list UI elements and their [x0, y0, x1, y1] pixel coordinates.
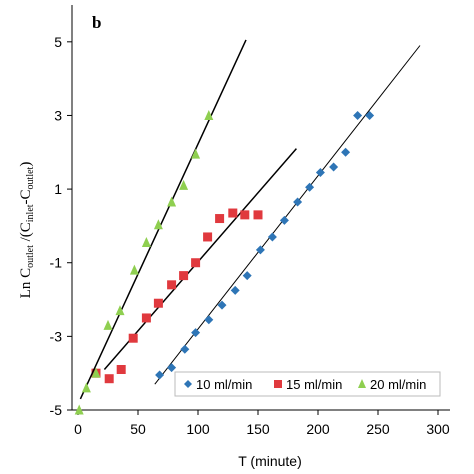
y-label-part: ) — [18, 162, 34, 167]
marker — [255, 245, 265, 255]
y-tick-label: 3 — [54, 107, 62, 123]
marker — [141, 313, 151, 323]
panel-label: b — [92, 13, 101, 32]
marker — [74, 404, 84, 415]
marker — [204, 109, 214, 120]
y-label-part: Ln C — [18, 268, 34, 298]
marker — [81, 382, 91, 393]
y-label-subscript: inlet — [25, 204, 36, 222]
marker — [230, 285, 240, 295]
marker — [279, 215, 289, 225]
marker — [179, 271, 189, 281]
legend-label: 15 ml/min — [286, 377, 342, 392]
marker — [179, 179, 189, 190]
y-tick-label: 5 — [54, 34, 62, 50]
marker — [353, 110, 363, 120]
y-label-subscript: outlet — [25, 166, 36, 189]
marker — [103, 319, 113, 330]
marker — [191, 328, 201, 338]
x-tick-label: 200 — [306, 421, 330, 437]
marker — [274, 380, 282, 388]
marker — [180, 344, 190, 354]
y-tick-label: 1 — [54, 181, 62, 197]
y-label-part: /(C — [18, 222, 34, 245]
y-tick-label: -5 — [50, 402, 63, 418]
marker — [191, 148, 201, 159]
marker — [167, 196, 177, 207]
x-tick-label: 150 — [246, 421, 270, 437]
y-label-subscript: outlet — [25, 245, 36, 268]
x-axis-label: T (minute) — [238, 453, 302, 469]
marker — [116, 365, 126, 374]
marker — [315, 168, 325, 178]
marker — [153, 298, 163, 308]
x-tick-label: 300 — [426, 421, 450, 437]
marker — [203, 232, 213, 242]
marker — [215, 214, 225, 224]
y-tick-label: -3 — [50, 328, 63, 344]
legend-label: 10 ml/min — [196, 377, 252, 392]
marker — [204, 315, 214, 325]
trend-line — [79, 39, 247, 400]
marker — [115, 305, 125, 316]
trend-line — [154, 45, 421, 385]
marker — [104, 374, 114, 384]
marker — [141, 236, 151, 247]
marker — [305, 182, 315, 192]
marker — [341, 147, 351, 157]
marker — [358, 379, 366, 388]
marker — [155, 370, 165, 380]
marker — [129, 264, 139, 275]
marker — [167, 280, 177, 290]
marker — [228, 208, 238, 218]
x-tick-label: 250 — [366, 421, 390, 437]
marker — [365, 110, 375, 120]
marker — [217, 300, 227, 310]
marker — [242, 271, 252, 281]
marker — [293, 197, 303, 207]
x-tick-label: 0 — [74, 421, 82, 437]
legend-label: 20 ml/min — [370, 377, 426, 392]
marker — [184, 380, 192, 388]
marker — [240, 210, 250, 220]
marker — [267, 232, 277, 242]
x-tick-label: 50 — [130, 421, 146, 437]
marker — [329, 162, 339, 172]
y-axis-label: Ln Coutlet /(Cinlet-Coutlet) — [18, 162, 36, 299]
trend-line — [103, 148, 297, 370]
marker — [128, 333, 138, 343]
legend-box — [174, 371, 441, 397]
marker — [167, 363, 177, 373]
marker — [253, 210, 263, 220]
y-label-part: -C — [18, 189, 34, 204]
marker — [191, 258, 201, 268]
x-tick-label: 100 — [186, 421, 210, 437]
y-tick-label: -1 — [50, 255, 63, 271]
marker — [91, 367, 101, 378]
marker — [153, 219, 163, 230]
